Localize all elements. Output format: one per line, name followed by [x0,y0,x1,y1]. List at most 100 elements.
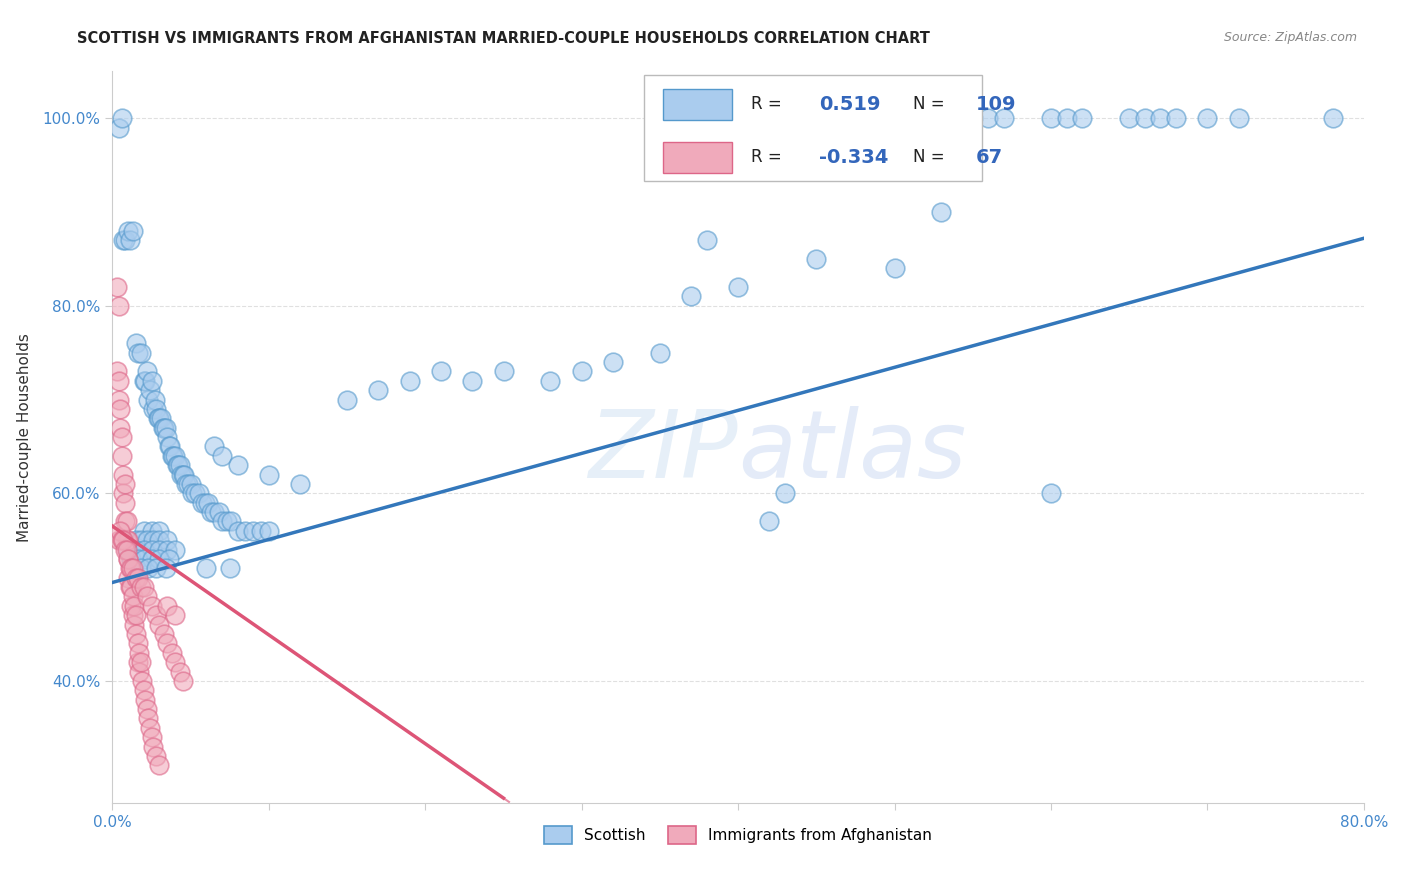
Text: SCOTTISH VS IMMIGRANTS FROM AFGHANISTAN MARRIED-COUPLE HOUSEHOLDS CORRELATION CH: SCOTTISH VS IMMIGRANTS FROM AFGHANISTAN … [77,31,931,46]
Point [202,440,225,454]
Point [121,608,143,623]
Point [367,383,389,397]
Point [127,636,149,650]
Point [117,533,139,548]
Point [117,224,139,238]
Text: R =: R = [751,95,787,113]
Point [931,205,953,219]
Point [461,374,484,388]
Point [115,533,138,548]
Point [142,739,165,754]
Point [127,571,149,585]
Text: R =: R = [751,148,787,166]
Text: ZIP: ZIP [589,406,738,497]
Point [141,374,163,388]
Point [114,233,136,247]
Bar [664,142,733,172]
Point [129,533,152,548]
Point [117,552,139,566]
Point [163,655,186,669]
Point [242,524,264,538]
Point [993,112,1015,126]
Point [184,486,207,500]
Point [962,112,984,126]
Point [430,364,453,378]
Point [132,580,155,594]
Point [131,673,153,688]
Point [169,458,191,473]
Point [143,392,166,407]
Point [160,646,183,660]
Point [156,533,179,548]
Point [174,477,197,491]
Point [758,515,780,529]
Point [202,505,225,519]
Point [125,533,148,548]
Point [156,430,179,444]
Point [1227,112,1250,126]
Point [132,542,155,557]
Point [155,561,177,575]
Point [155,420,177,434]
Text: Source: ZipAtlas.com: Source: ZipAtlas.com [1223,31,1357,45]
Legend: Scottish, Immigrants from Afghanistan: Scottish, Immigrants from Afghanistan [538,820,938,850]
Point [156,542,179,557]
Point [492,364,515,378]
Text: 109: 109 [976,95,1017,113]
Point [114,477,136,491]
Point [1071,112,1094,126]
Point [290,477,312,491]
Point [120,580,142,594]
Point [117,542,139,557]
Point [235,524,257,538]
Point [681,289,703,303]
Point [336,392,359,407]
Point [121,224,143,238]
Point [107,392,129,407]
Text: N =: N = [914,95,945,113]
Point [250,524,273,538]
Point [148,542,170,557]
Point [132,683,155,698]
Point [105,280,128,294]
Point [118,561,141,575]
Point [163,608,186,623]
Point [120,599,142,613]
Point [221,515,243,529]
Point [139,383,162,397]
Point [153,627,176,641]
Point [121,590,143,604]
Point [132,552,155,566]
Point [125,571,148,585]
Point [125,627,148,641]
Point [141,599,163,613]
Point [110,420,132,434]
Point [226,458,249,473]
Point [159,440,181,454]
Point [145,401,167,416]
Point [120,561,142,575]
Point [135,702,157,716]
Point [153,420,176,434]
Point [1056,112,1078,126]
Point [129,655,152,669]
Point [142,401,165,416]
Point [138,392,160,407]
Point [172,467,194,482]
Point [111,533,134,548]
Point [1118,112,1140,126]
Point [141,552,163,566]
Point [883,112,905,126]
Point [135,590,157,604]
Point [1039,486,1063,500]
Point [112,233,135,247]
Point [195,561,218,575]
Point [1133,112,1156,126]
Point [211,449,233,463]
FancyBboxPatch shape [644,75,983,181]
Point [898,112,921,126]
Point [141,730,163,744]
Point [139,721,162,735]
Point [540,374,562,388]
Point [648,345,671,359]
